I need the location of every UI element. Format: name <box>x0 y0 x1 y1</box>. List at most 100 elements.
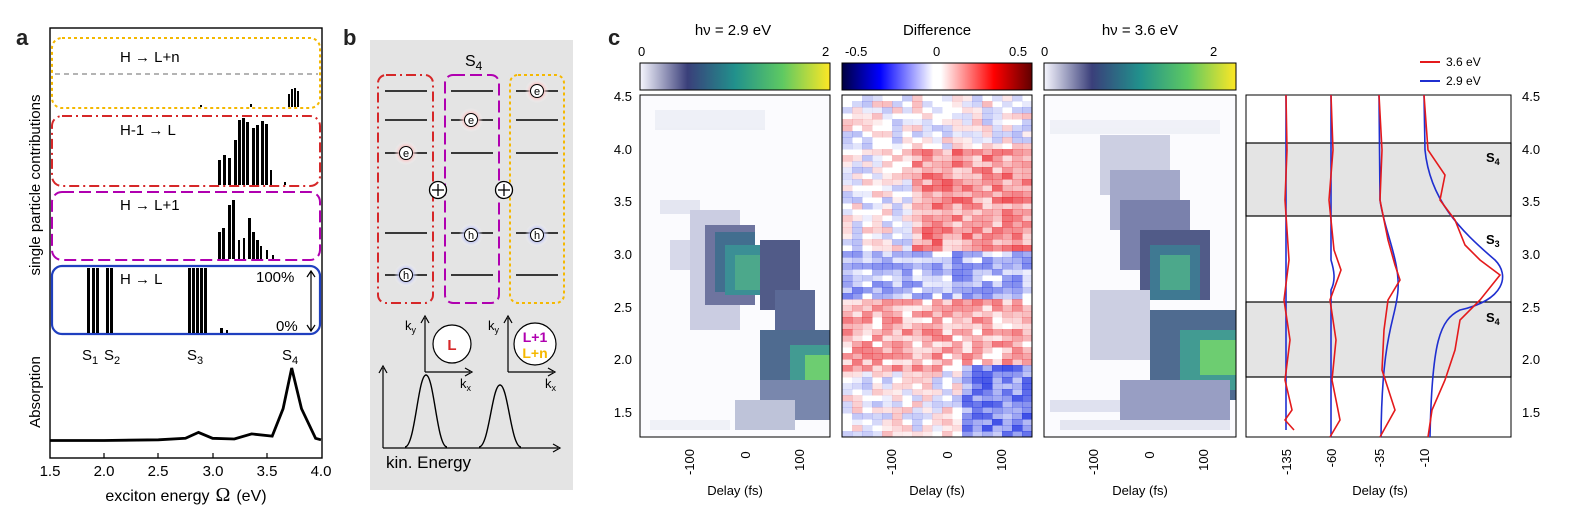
heatmap-cell <box>1022 161 1032 168</box>
heatmap-cell <box>842 329 853 336</box>
heatmap-cell <box>862 95 873 102</box>
heatmap-cell <box>982 263 993 270</box>
heatmap-cell <box>942 371 953 378</box>
heatmap-cell <box>882 161 893 168</box>
heatmap-cell <box>1022 233 1032 240</box>
heatmap-cell <box>872 365 883 372</box>
heatmap-cell <box>982 197 993 204</box>
heatmap-cell <box>902 359 913 366</box>
heatmap-cell <box>932 371 943 378</box>
heatmap-cell <box>992 335 1003 342</box>
heatmap-cell <box>902 329 913 336</box>
heatmap-cell <box>852 167 863 174</box>
ylabel-absorption: Absorption <box>27 356 44 428</box>
heatmap-cell <box>952 389 963 396</box>
heatmap-cell <box>872 347 883 354</box>
xtick: -35 <box>1372 449 1387 468</box>
heatmap-cell <box>882 197 893 204</box>
heatmap-cell <box>982 167 993 174</box>
heatmap-cell <box>972 101 983 108</box>
heatmap-cell <box>982 191 993 198</box>
heatmap-cell <box>962 305 973 312</box>
heatmap-cell <box>932 419 943 426</box>
heatmap-cell <box>882 269 893 276</box>
heatmap-cell <box>982 383 993 390</box>
heatmap-cell <box>1022 371 1032 378</box>
heatmap-cell <box>922 239 933 246</box>
heatmap-cell <box>892 143 903 150</box>
heatmap-cell <box>902 407 913 414</box>
panel-label-b: b <box>343 25 357 50</box>
heatmap-cell <box>1002 293 1013 300</box>
heatmap-cell <box>1002 377 1013 384</box>
ytick: 3.5 <box>614 194 632 209</box>
heatmap-cell <box>1022 431 1032 437</box>
heatmap-cell <box>852 239 863 246</box>
heatmap-cell <box>862 167 873 174</box>
heatmap-cell <box>1012 161 1023 168</box>
profile-lines <box>1283 94 1504 438</box>
heatmap-cell <box>922 131 933 138</box>
heatmap-cell <box>1012 245 1023 252</box>
heatmap-cell <box>922 113 933 120</box>
heatmap-cell <box>982 371 993 378</box>
heatmap-cell <box>1022 263 1032 270</box>
heatmap-cell <box>912 419 923 426</box>
heatmap-cell <box>1012 167 1023 174</box>
heatmap-cell <box>962 185 973 192</box>
heatmap-cell <box>892 179 903 186</box>
heatmap-cell <box>872 407 883 414</box>
kspace-label-l1: L+1 <box>523 329 548 345</box>
heatmap-cell <box>982 419 993 426</box>
heatmap-cell <box>852 329 863 336</box>
heatmap-cell <box>902 353 913 360</box>
heatmap-cell <box>942 287 953 294</box>
heatmap-cell <box>912 281 923 288</box>
heatmap-cell <box>1002 233 1013 240</box>
heatmap-cell <box>972 263 983 270</box>
heatmap-cell <box>1012 431 1023 437</box>
heatmap-cell <box>872 335 883 342</box>
heatmap-cell <box>962 137 973 144</box>
heatmap-cell <box>872 131 883 138</box>
heatmap-cell <box>892 155 903 162</box>
heatmap-cell <box>992 293 1003 300</box>
heatmap-cell <box>942 179 953 186</box>
heatmap-cell <box>862 431 873 437</box>
heatmap-cell <box>882 149 893 156</box>
heatmap-cell <box>912 167 923 174</box>
heatmap-cell <box>862 413 873 420</box>
heatmap-cell <box>882 185 893 192</box>
heatmap-cell <box>1002 227 1013 234</box>
heatmap-cell <box>982 317 993 324</box>
heatmap-cell <box>852 203 863 210</box>
heatmap-cell <box>842 341 853 348</box>
heatmap-cell <box>982 281 993 288</box>
heatmap-cell <box>952 221 963 228</box>
heatmap-cell <box>982 401 993 408</box>
heatmap-cell <box>942 257 953 264</box>
heatmap-cell <box>962 101 973 108</box>
heatmap-cell <box>1022 113 1032 120</box>
heatmap-cell <box>1022 395 1032 402</box>
heatmap-cell <box>992 329 1003 336</box>
heatmap-cell <box>872 353 883 360</box>
heatmap-cell <box>842 389 853 396</box>
heatmap-cell <box>1012 239 1023 246</box>
heatmap-cell <box>912 311 923 318</box>
heatmap-cell <box>892 269 903 276</box>
heatmap-cell <box>932 275 943 282</box>
heatmap-cell <box>892 413 903 420</box>
heatmap-cell <box>1002 287 1013 294</box>
heatmap-cell <box>842 185 853 192</box>
heatmap-cell <box>962 119 973 126</box>
heatmap-cell <box>952 425 963 432</box>
heatmap-cell <box>942 209 953 216</box>
heatmap-cell <box>1012 197 1023 204</box>
heatmap-cell <box>1012 341 1023 348</box>
heatmap-cell <box>1002 341 1013 348</box>
heatmap-cell <box>1012 209 1023 216</box>
heatmap-cell <box>962 143 973 150</box>
heatmap-cell <box>1012 419 1023 426</box>
heatmap-cell <box>882 335 893 342</box>
